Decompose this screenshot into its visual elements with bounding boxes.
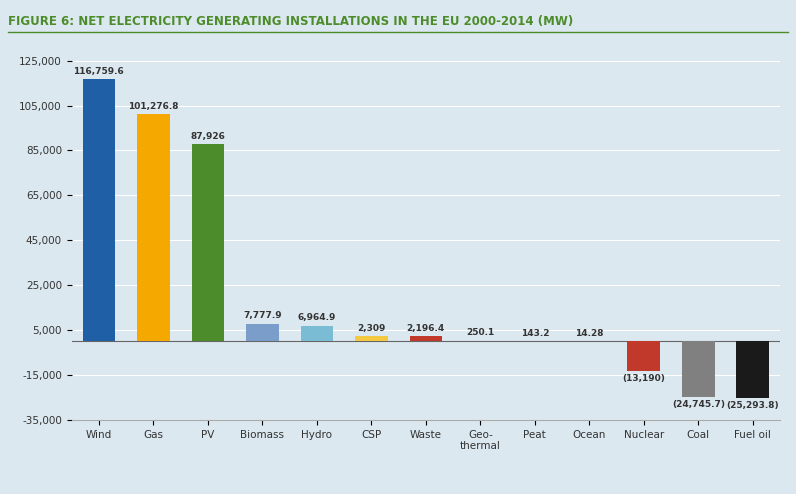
Text: FIGURE 6: NET ELECTRICITY GENERATING INSTALLATIONS IN THE EU 2000-2014 (MW): FIGURE 6: NET ELECTRICITY GENERATING INS… (8, 15, 573, 28)
Text: 6,964.9: 6,964.9 (298, 313, 336, 322)
Text: 2,196.4: 2,196.4 (407, 324, 445, 333)
Text: 14.28: 14.28 (575, 329, 603, 338)
Text: 101,276.8: 101,276.8 (128, 102, 178, 111)
Bar (736, 341, 769, 398)
Text: 87,926: 87,926 (190, 131, 225, 140)
Text: 116,759.6: 116,759.6 (73, 67, 124, 76)
Bar (246, 324, 279, 341)
Bar (682, 341, 715, 397)
Bar (137, 114, 170, 341)
Bar (83, 79, 115, 341)
Bar (192, 144, 224, 341)
Text: 2,309: 2,309 (357, 324, 385, 333)
Text: 250.1: 250.1 (466, 329, 494, 337)
Bar (409, 336, 443, 341)
Bar (355, 336, 388, 341)
Text: (13,190): (13,190) (622, 374, 665, 383)
Bar (301, 326, 334, 341)
Text: (25,293.8): (25,293.8) (727, 402, 779, 411)
Text: 7,777.9: 7,777.9 (243, 312, 282, 321)
Text: (24,745.7): (24,745.7) (672, 400, 725, 409)
Text: 143.2: 143.2 (521, 329, 549, 337)
Bar (627, 341, 660, 371)
